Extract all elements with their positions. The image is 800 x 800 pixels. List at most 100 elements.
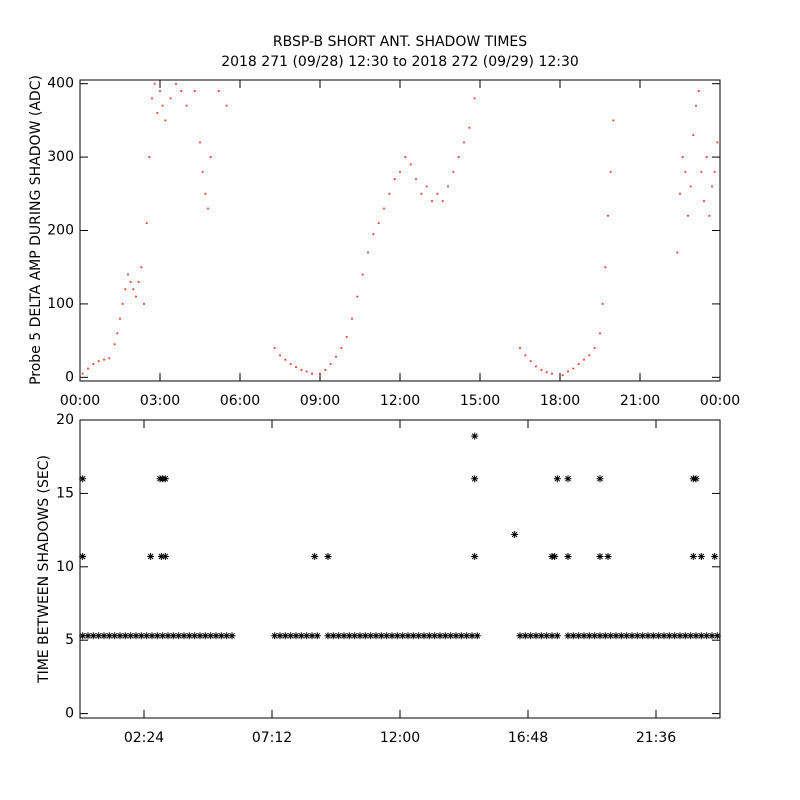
point bbox=[580, 632, 588, 640]
point bbox=[383, 207, 385, 210]
point bbox=[471, 475, 479, 483]
point bbox=[79, 632, 87, 640]
y-tick-label: 20 bbox=[56, 412, 74, 428]
point bbox=[207, 207, 209, 210]
point bbox=[383, 632, 391, 640]
point bbox=[108, 357, 111, 360]
point bbox=[607, 632, 615, 640]
y-tick-label: 100 bbox=[47, 296, 74, 312]
point bbox=[351, 317, 353, 320]
point bbox=[196, 632, 204, 640]
point bbox=[601, 632, 609, 640]
y-tick-label: 0 bbox=[65, 369, 74, 385]
point bbox=[212, 632, 220, 640]
point bbox=[124, 288, 127, 291]
point bbox=[545, 371, 548, 374]
point bbox=[689, 185, 692, 188]
point bbox=[201, 632, 209, 640]
point bbox=[473, 632, 481, 640]
point bbox=[127, 632, 135, 640]
point bbox=[588, 354, 591, 357]
point bbox=[473, 97, 476, 100]
point bbox=[185, 632, 193, 640]
point bbox=[292, 632, 300, 640]
point bbox=[217, 90, 220, 92]
point bbox=[601, 303, 604, 305]
point bbox=[463, 141, 465, 144]
point bbox=[335, 632, 343, 640]
point bbox=[351, 632, 359, 640]
x-tick-label: 03:00 bbox=[140, 393, 180, 409]
point bbox=[457, 632, 465, 640]
point bbox=[591, 632, 599, 640]
y-tick-label: 300 bbox=[47, 149, 74, 165]
point bbox=[116, 632, 124, 640]
point bbox=[596, 475, 604, 483]
x-tick-label: 21:36 bbox=[636, 730, 676, 746]
point bbox=[607, 214, 609, 217]
point bbox=[463, 632, 471, 640]
point bbox=[697, 553, 705, 561]
point bbox=[695, 104, 697, 107]
point bbox=[223, 632, 231, 640]
point bbox=[289, 363, 292, 366]
point bbox=[404, 156, 407, 158]
point bbox=[164, 119, 167, 122]
point bbox=[665, 632, 673, 640]
point bbox=[180, 632, 188, 640]
point bbox=[157, 553, 165, 561]
point bbox=[204, 192, 207, 195]
point bbox=[143, 303, 145, 305]
point bbox=[361, 273, 364, 276]
point bbox=[84, 632, 92, 640]
point bbox=[457, 156, 460, 158]
point bbox=[676, 251, 679, 254]
point bbox=[511, 531, 519, 539]
point bbox=[716, 141, 719, 144]
point bbox=[199, 141, 201, 144]
point bbox=[276, 632, 284, 640]
point bbox=[95, 632, 103, 640]
point bbox=[164, 632, 172, 640]
plot-frame bbox=[79, 79, 721, 382]
point bbox=[436, 192, 439, 195]
point bbox=[537, 632, 545, 640]
point bbox=[377, 632, 385, 640]
point bbox=[295, 366, 297, 368]
point bbox=[521, 632, 529, 640]
point bbox=[548, 632, 556, 640]
chart-title: RBSP-B SHORT ANT. SHADOW TIMES bbox=[273, 34, 527, 50]
point bbox=[297, 632, 305, 640]
point bbox=[271, 632, 279, 640]
point bbox=[132, 288, 135, 291]
point bbox=[185, 104, 188, 107]
point bbox=[151, 97, 153, 100]
point bbox=[156, 112, 159, 114]
point bbox=[713, 170, 716, 173]
point bbox=[553, 632, 561, 640]
x-tick-label: 18:00 bbox=[540, 393, 580, 409]
point bbox=[121, 303, 124, 305]
point bbox=[687, 632, 695, 640]
x-tick-label: 16:48 bbox=[508, 730, 548, 746]
point bbox=[228, 632, 236, 640]
point bbox=[97, 360, 100, 363]
point bbox=[89, 632, 97, 640]
point bbox=[281, 632, 289, 640]
point bbox=[279, 354, 281, 357]
x-tick-label: 21:00 bbox=[620, 393, 660, 409]
point bbox=[119, 317, 121, 320]
point bbox=[81, 372, 84, 375]
point bbox=[687, 214, 689, 217]
x-tick-label: 02:24 bbox=[124, 730, 164, 746]
point bbox=[129, 280, 132, 283]
point bbox=[153, 82, 156, 85]
y-axis-label: Probe 5 DELTA AMP DURING SHADOW (ADC) bbox=[28, 75, 44, 385]
point bbox=[116, 332, 119, 335]
point bbox=[305, 370, 308, 373]
point bbox=[524, 354, 527, 357]
point bbox=[420, 632, 428, 640]
point bbox=[79, 475, 87, 483]
point bbox=[308, 632, 316, 640]
